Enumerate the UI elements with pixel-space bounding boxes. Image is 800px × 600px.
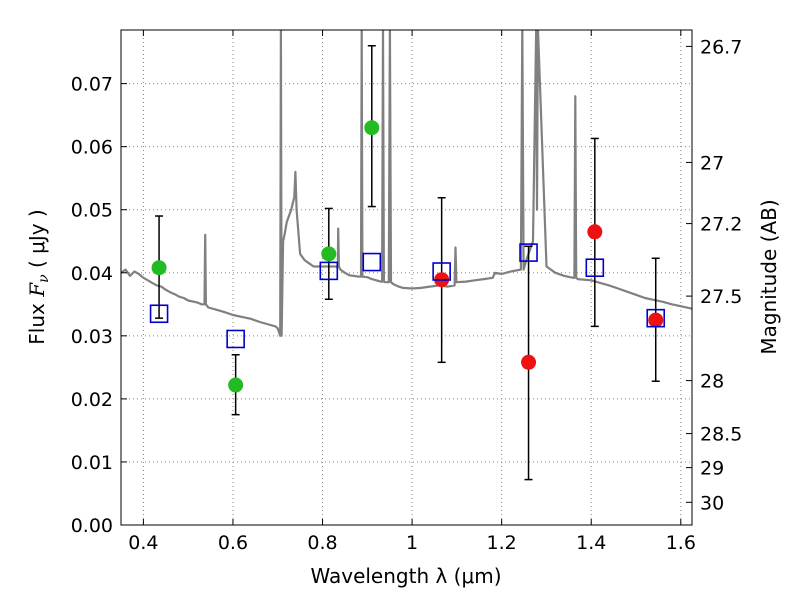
y-tick-label-6: 0.06 (71, 137, 113, 159)
y2-axis-label: Magnitude (AB) (757, 199, 781, 354)
x-tick-label-1: 0.6 (218, 532, 248, 554)
red-point-3 (648, 312, 664, 328)
y2-tick-label-1: 27 (700, 152, 724, 174)
y-axis-label-symbol: F (25, 282, 49, 298)
model-square-6 (585, 258, 605, 278)
x-tick-label-2: 0.8 (307, 532, 337, 554)
grid (121, 30, 692, 526)
model-square-0 (149, 304, 169, 324)
y-axis-label-prefix: Flux (25, 297, 49, 345)
spectrum-line (121, 30, 692, 337)
y-tick-label-1: 0.01 (71, 452, 113, 474)
error-bars (155, 45, 660, 481)
model-square-2 (319, 261, 339, 281)
y-axis-label: Flux Fν ( μJy ) (25, 209, 52, 344)
y2-tick-label-5: 28.5 (700, 424, 742, 446)
green-point-2 (321, 246, 337, 262)
red-point-1 (521, 354, 537, 370)
x-tick-label-6: 1.6 (666, 532, 696, 554)
model-square-5 (519, 243, 538, 262)
model-square-3 (362, 252, 382, 272)
y-tick-label-5: 0.05 (71, 200, 113, 222)
green-point-0 (151, 260, 167, 276)
y-tick-label-7: 0.07 (71, 74, 113, 96)
y2-tick-label-3: 27.5 (700, 286, 742, 308)
y-tick-label-3: 0.03 (71, 326, 113, 348)
x-axis-label: Wavelength λ (μm) (310, 564, 501, 588)
markers (149, 120, 666, 393)
y2-tick-label-2: 27.2 (700, 214, 742, 236)
y-axis-label-subscript: ν (36, 274, 52, 283)
plot-frame (120, 29, 693, 526)
y-tick-label-0: 0.00 (71, 515, 113, 537)
green-point-3 (364, 120, 380, 136)
y2-tick-label-0: 26.7 (700, 36, 742, 58)
green-point-1 (228, 377, 244, 393)
y2-tick-label-6: 29 (700, 458, 724, 480)
x-tick-label-0: 0.4 (128, 532, 158, 554)
model-square-4 (432, 262, 451, 281)
red-point-2 (587, 224, 603, 240)
model-square-1 (226, 329, 245, 349)
x-tick-label-4: 1.2 (487, 532, 517, 554)
ticks: 0.4 0.6 0.8 1 1.2 1.4 1.6 0.00 0.01 0.02 0.03 0.04 0… (71, 30, 742, 554)
y-axis-label-suffix: ( μJy ) (25, 209, 49, 274)
y2-tick-label-4: 28 (700, 371, 724, 393)
x-tick-label-5: 1.4 (576, 532, 606, 554)
y-tick-label-4: 0.04 (71, 263, 113, 285)
y2-tick-label-7: 30 (700, 492, 724, 514)
y-tick-label-2: 0.02 (71, 389, 113, 411)
model-square-7 (646, 308, 666, 328)
model-spectrum (121, 30, 692, 337)
x-tick-label-3: 1 (406, 532, 418, 554)
